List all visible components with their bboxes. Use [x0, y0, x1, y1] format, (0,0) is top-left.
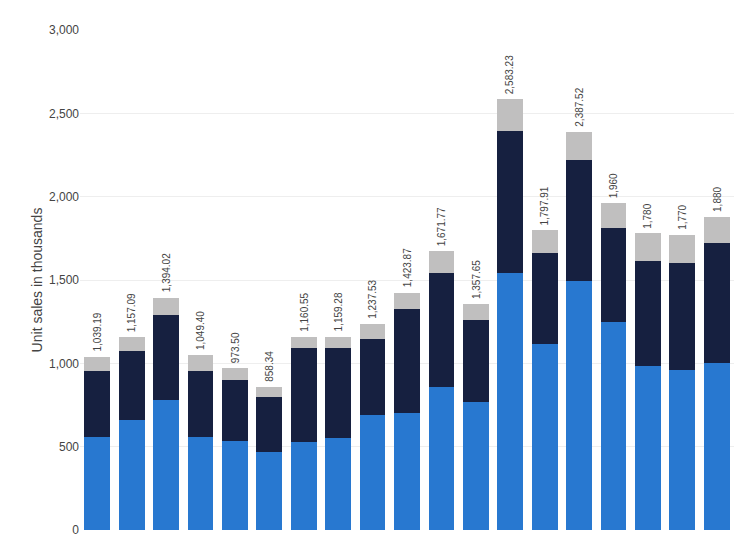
svg-text:Unit sales in thousands: Unit sales in thousands	[29, 208, 45, 353]
svg-text:1,797.91: 1,797.91	[539, 186, 550, 225]
svg-text:500: 500	[59, 440, 79, 454]
svg-text:1,159.28: 1,159.28	[333, 292, 344, 331]
svg-text:1,780: 1,780	[642, 203, 653, 228]
svg-text:1,394.02: 1,394.02	[161, 253, 172, 292]
svg-text:1,357.65: 1,357.65	[471, 260, 482, 299]
svg-text:1,237.53: 1,237.53	[367, 279, 378, 318]
svg-text:973.50: 973.50	[230, 332, 241, 363]
svg-text:1,000: 1,000	[49, 357, 79, 371]
svg-text:1,960: 1,960	[608, 173, 619, 198]
svg-text:1,671.77: 1,671.77	[436, 207, 447, 246]
svg-text:1,500: 1,500	[49, 273, 79, 287]
svg-text:0: 0	[72, 523, 79, 537]
svg-text:1,770: 1,770	[677, 204, 688, 229]
svg-text:1,160.55: 1,160.55	[299, 292, 310, 331]
svg-text:2,000: 2,000	[49, 190, 79, 204]
svg-text:1,049.40: 1,049.40	[195, 311, 206, 350]
svg-text:2,500: 2,500	[49, 107, 79, 121]
svg-text:1,157.09: 1,157.09	[126, 293, 137, 332]
svg-text:1,880: 1,880	[712, 186, 723, 211]
svg-text:1,039.19: 1,039.19	[92, 312, 103, 351]
svg-text:1,423.87: 1,423.87	[402, 248, 413, 287]
svg-text:2,583.23: 2,583.23	[504, 55, 515, 94]
svg-text:858.34: 858.34	[264, 351, 275, 382]
svg-text:2,387.52: 2,387.52	[574, 87, 585, 126]
svg-text:3,000: 3,000	[49, 23, 79, 37]
